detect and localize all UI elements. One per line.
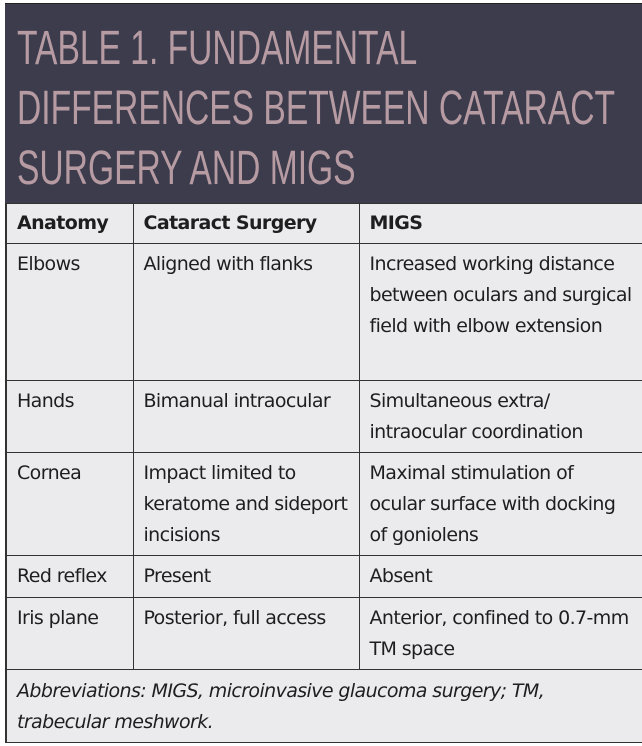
header-anatomy: Anatomy [5, 203, 134, 244]
table-title-line-2: DIFFERENCES BETWEEN CATARACT [17, 82, 615, 135]
table-title-line-3: SURGERY AND MIGS [17, 142, 356, 195]
cell-migs: Increased working distance between ocula… [358, 243, 642, 381]
table-row: Iris plane Posterior, full access Anteri… [5, 597, 642, 670]
table-footnote-row: Abbreviations: MIGS, microinvasive glauc… [5, 669, 642, 743]
header-migs: MIGS [358, 203, 642, 244]
cell-migs: Maximal stimulation of ocular surface wi… [358, 452, 642, 556]
cell-migs: Anterior, confined to 0.7-mm TM space [358, 597, 642, 670]
cell-migs: Simultaneous extra/ intraocular coordina… [358, 380, 642, 453]
table-footnote: Abbreviations: MIGS, microinvasive glauc… [5, 669, 642, 743]
table-header-row: Anatomy Cataract Surgery MIGS [5, 203, 642, 244]
table-title-banner: TABLE 1. FUNDAMENTAL DIFFERENCES BETWEEN… [5, 3, 642, 204]
cell-anatomy: Red reflex [5, 555, 134, 598]
cell-cataract: Present [132, 555, 360, 598]
table-title-line-1: TABLE 1. FUNDAMENTAL [17, 22, 418, 75]
cell-cataract: Impact limited to keratome and sideport … [132, 452, 360, 556]
comparison-table: Anatomy Cataract Surgery MIGS Elbows Ali… [5, 203, 642, 743]
cell-anatomy: Elbows [5, 243, 134, 381]
table-row: Elbows Aligned with flanks Increased wor… [5, 243, 642, 381]
cell-cataract: Aligned with flanks [132, 243, 360, 381]
cell-anatomy: Cornea [5, 452, 134, 556]
cell-cataract: Bimanual intraocular [132, 380, 360, 453]
cell-cataract: Posterior, full access [132, 597, 360, 670]
table-row: Red reflex Present Absent [5, 555, 642, 598]
header-cataract-surgery: Cataract Surgery [132, 203, 360, 244]
cell-migs: Absent [358, 555, 642, 598]
cell-anatomy: Hands [5, 380, 134, 453]
cell-anatomy: Iris plane [5, 597, 134, 670]
table-row: Hands Bimanual intraocular Simultaneous … [5, 380, 642, 453]
table-row: Cornea Impact limited to keratome and si… [5, 452, 642, 556]
